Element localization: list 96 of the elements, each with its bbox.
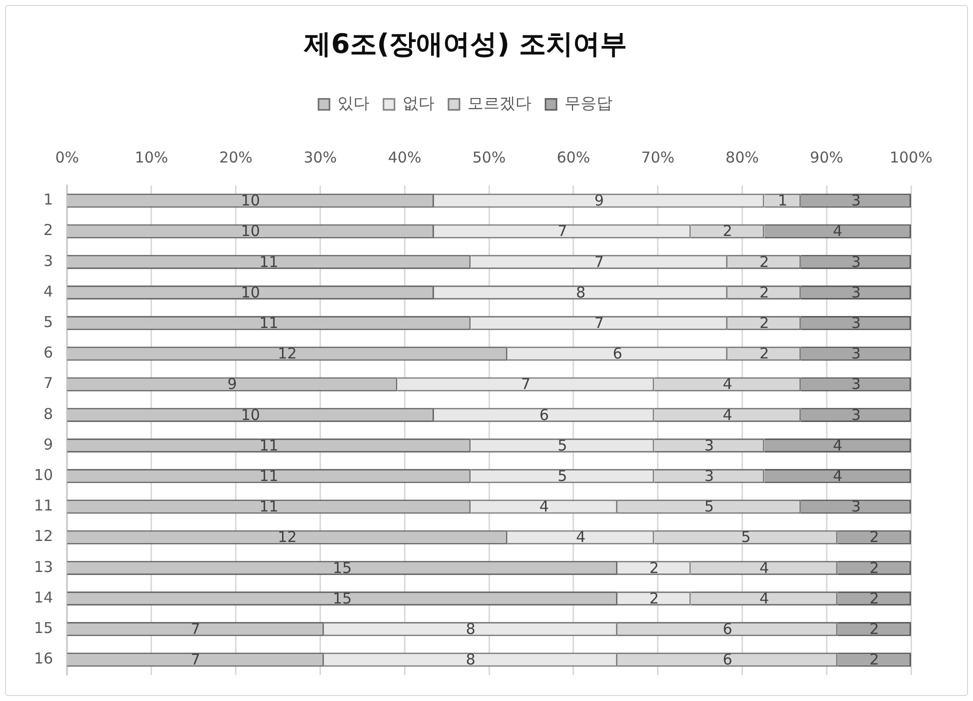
y-tick-label: 12 [34, 527, 54, 546]
data-label: 7 [558, 222, 568, 240]
data-label: 11 [259, 466, 278, 485]
legend-label: 없다 [402, 94, 434, 113]
data-label: 4 [832, 222, 842, 240]
data-label: 5 [704, 498, 714, 516]
y-tick-label: 7 [44, 374, 54, 392]
data-label: 11 [259, 314, 278, 332]
data-label: 1 [778, 192, 788, 210]
data-label: 7 [594, 252, 604, 271]
data-label: 8 [466, 620, 476, 638]
data-label: 4 [832, 466, 842, 485]
x2-tick-label: 30% [304, 148, 337, 166]
x2-tick-label: 100% [890, 148, 932, 166]
data-label: 2 [870, 528, 880, 546]
legend-label: 무응답 [564, 94, 612, 113]
data-label: 12 [278, 528, 297, 546]
data-label: 2 [649, 558, 659, 577]
data-label: 3 [851, 498, 861, 516]
data-label: 3 [704, 436, 714, 454]
data-label: 4 [722, 406, 732, 424]
y-tick-label: 16 [34, 650, 54, 668]
x2-tick-label: 10% [134, 148, 168, 166]
data-label: 2 [722, 222, 732, 240]
data-label: 8 [576, 283, 586, 302]
data-label: 3 [851, 314, 861, 332]
data-label: 2 [870, 620, 880, 638]
y-tick-label: 10 [34, 466, 54, 484]
data-label: 2 [870, 589, 880, 608]
data-label: 3 [851, 252, 861, 271]
x2-tick-label: 20% [219, 148, 253, 166]
data-label: 7 [594, 314, 604, 332]
y-tick-label: 3 [44, 252, 54, 270]
x2-tick-label: 40% [388, 148, 422, 166]
data-label: 3 [851, 375, 861, 394]
y-tick-label: 6 [44, 344, 54, 362]
data-label: 4 [832, 436, 842, 454]
data-label: 11 [259, 498, 278, 516]
data-label: 3 [851, 406, 861, 424]
data-label: 6 [722, 650, 732, 669]
legend-label: 모르겠다 [468, 94, 532, 113]
y-tick-label: 15 [34, 618, 54, 637]
data-label: 4 [722, 375, 732, 394]
data-label: 10 [241, 222, 260, 240]
y-tick-label: 5 [44, 312, 54, 331]
data-label: 9 [594, 192, 604, 210]
data-label: 7 [190, 620, 200, 638]
y-tick-label: 14 [34, 588, 54, 606]
data-label: 10 [241, 192, 260, 210]
data-label: 5 [558, 466, 568, 485]
data-label: 2 [759, 283, 770, 302]
data-label: 5 [741, 528, 751, 546]
data-label: 12 [278, 344, 297, 363]
chart-title: 제6조(장애여성) 조치여부 [303, 29, 627, 60]
data-label: 4 [759, 558, 770, 577]
y-tick-label: 2 [44, 221, 54, 240]
data-label: 2 [759, 344, 770, 363]
data-label: 7 [520, 375, 531, 394]
legend-label: 있다 [338, 94, 370, 113]
data-label: 3 [704, 466, 714, 485]
data-label: 9 [227, 375, 237, 394]
x2-tick-label: 50% [472, 148, 506, 166]
data-label: 2 [649, 589, 659, 608]
data-label: 8 [466, 650, 476, 669]
data-label: 2 [759, 314, 770, 332]
data-label: 15 [332, 589, 352, 608]
data-label: 4 [759, 589, 770, 608]
x2-tick-label: 0% [55, 148, 79, 166]
y-tick-label: 1 [44, 190, 54, 209]
data-label: 10 [241, 283, 260, 302]
data-label: 15 [332, 558, 352, 577]
x2-tick-label: 70% [641, 148, 674, 166]
data-label: 6 [612, 344, 622, 363]
y-tick-label: 9 [44, 435, 54, 454]
y-tick-label: 4 [44, 282, 54, 300]
y-tick-label: 13 [34, 558, 54, 576]
data-label: 11 [259, 436, 278, 454]
y-tick-label: 11 [34, 496, 54, 515]
data-label: 4 [539, 498, 549, 516]
data-label: 6 [722, 620, 732, 638]
data-label: 6 [539, 406, 549, 424]
x2-tick-label: 90% [810, 148, 844, 166]
x2-tick-label: 80% [726, 148, 759, 166]
data-label: 5 [558, 436, 568, 454]
data-label: 2 [870, 558, 880, 577]
data-label: 2 [759, 252, 770, 271]
data-label: 2 [870, 650, 880, 669]
y-tick-label: 8 [44, 404, 54, 423]
data-label: 3 [851, 283, 861, 302]
data-label: 7 [190, 650, 200, 669]
data-label: 4 [576, 528, 586, 546]
x2-tick-label: 60% [556, 148, 590, 166]
data-label: 11 [259, 252, 278, 271]
data-label: 3 [851, 192, 861, 210]
data-label: 10 [241, 406, 260, 424]
data-label: 3 [851, 344, 861, 363]
